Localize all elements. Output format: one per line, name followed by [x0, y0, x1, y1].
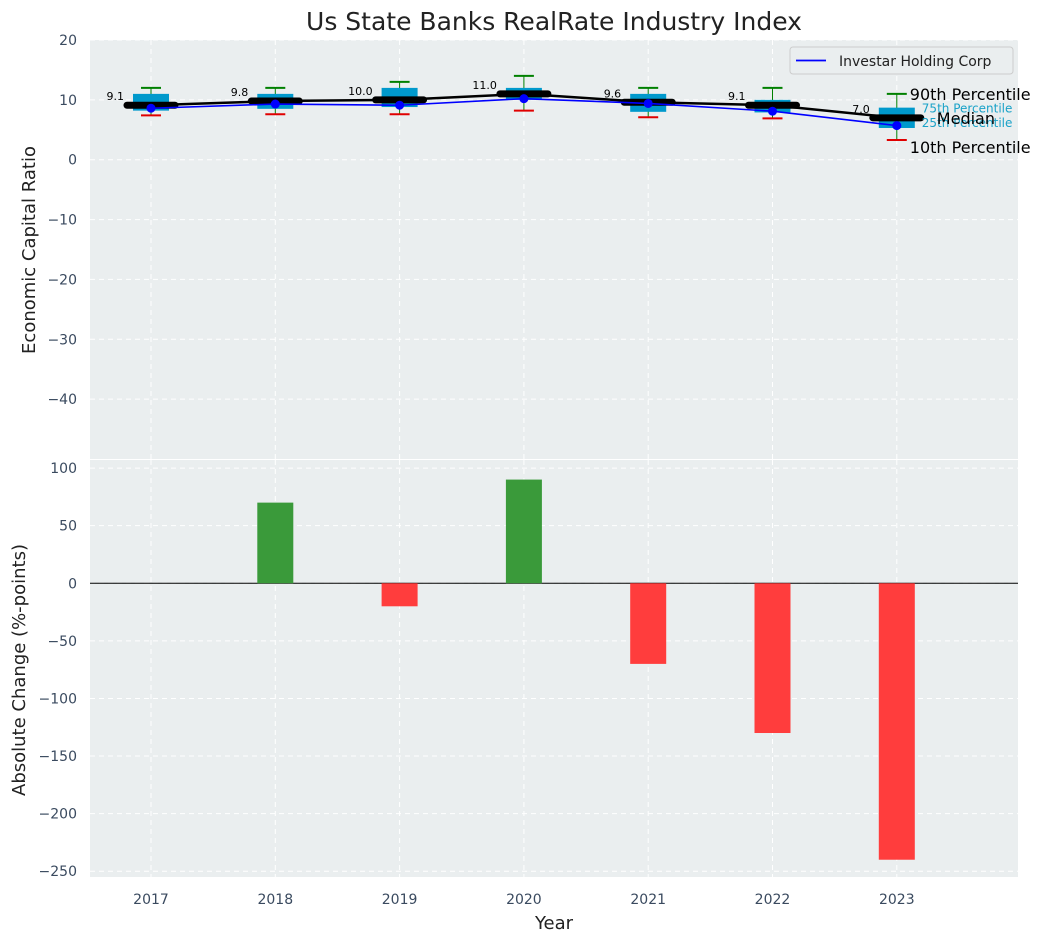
- median-value-label: 9.1: [728, 90, 746, 103]
- top-y-tick-label: −40: [47, 392, 77, 408]
- x-tick-label: 2023: [879, 892, 915, 908]
- x-axis-label: Year: [534, 913, 574, 934]
- median-value-label: 10.0: [348, 85, 373, 98]
- bottom-panel: 100 50 0 −50 −100 −150 −200 −250 2017 2018 2019 202…: [39, 460, 1018, 908]
- x-tick-label: 2018: [257, 892, 293, 908]
- top-y-tick-label: 20: [59, 33, 77, 49]
- change-bar: [257, 502, 294, 584]
- x-tick-label: 2019: [382, 892, 418, 908]
- company-point: [892, 121, 902, 131]
- bottom-y-axis-label: Absolute Change (%-points): [9, 544, 30, 796]
- median-value-label: 9.8: [231, 86, 249, 99]
- x-tick-label: 2017: [133, 892, 169, 908]
- company-point: [395, 100, 405, 110]
- bottom-y-tick-label: −250: [39, 864, 77, 880]
- median-value-label: 9.6: [604, 87, 622, 100]
- bottom-y-tick-label: 50: [59, 519, 77, 535]
- annotation-p90: 90th Percentile: [910, 85, 1031, 104]
- bottom-y-tick-label: 0: [68, 576, 77, 592]
- bottom-y-tick-label: −200: [39, 807, 77, 823]
- bottom-y-tick-label: −100: [39, 691, 77, 707]
- x-tick-label: 2022: [755, 892, 791, 908]
- top-y-axis-label: Economic Capital Ratio: [19, 146, 40, 354]
- change-bar: [878, 583, 915, 860]
- top-y-tick-label: 0: [68, 153, 77, 169]
- company-point: [643, 98, 653, 108]
- annotation-p10: 10th Percentile: [910, 138, 1031, 157]
- legend-box: [789, 46, 1014, 75]
- company-point: [519, 94, 529, 104]
- median-value-label: 7.0: [852, 103, 870, 116]
- top-panel: 20 10 0 −10 −20 −30 −40 9.1 9.8 10.0 11.0 9.6 9.1 7.0…: [47, 33, 1031, 459]
- company-point: [146, 103, 156, 113]
- bottom-y-tick-label: 100: [50, 461, 77, 477]
- change-bar: [381, 583, 418, 607]
- bottom-y-tick-label: −150: [39, 749, 77, 765]
- chart-title: Us State Banks RealRate Industry Index: [306, 7, 802, 36]
- median-value-label: 11.0: [472, 79, 497, 92]
- annotation-median: Median: [937, 109, 995, 128]
- company-point: [768, 106, 777, 116]
- change-bar: [630, 583, 667, 664]
- x-tick-label: 2021: [630, 892, 666, 908]
- top-y-tick-label: −10: [47, 213, 77, 229]
- legend-label: Investar Holding Corp: [839, 54, 992, 70]
- top-y-tick-label: −30: [47, 332, 77, 348]
- legend: Investar Holding Corp: [789, 46, 1014, 75]
- annotation-p25: 25th Percentile: [922, 116, 1013, 130]
- x-tick-label: 2020: [506, 892, 542, 908]
- top-y-tick-label: −20: [47, 272, 77, 288]
- change-bar: [505, 479, 542, 584]
- bottom-y-tick-label: −50: [47, 634, 77, 650]
- change-bar: [754, 583, 791, 734]
- top-y-tick-label: 10: [59, 93, 77, 109]
- top-plot-area: [90, 40, 1018, 459]
- annotation-p75: 75th Percentile: [922, 102, 1013, 116]
- company-point: [270, 99, 280, 109]
- bottom-plot-area: [90, 460, 1018, 877]
- median-value-label: 9.1: [107, 90, 125, 103]
